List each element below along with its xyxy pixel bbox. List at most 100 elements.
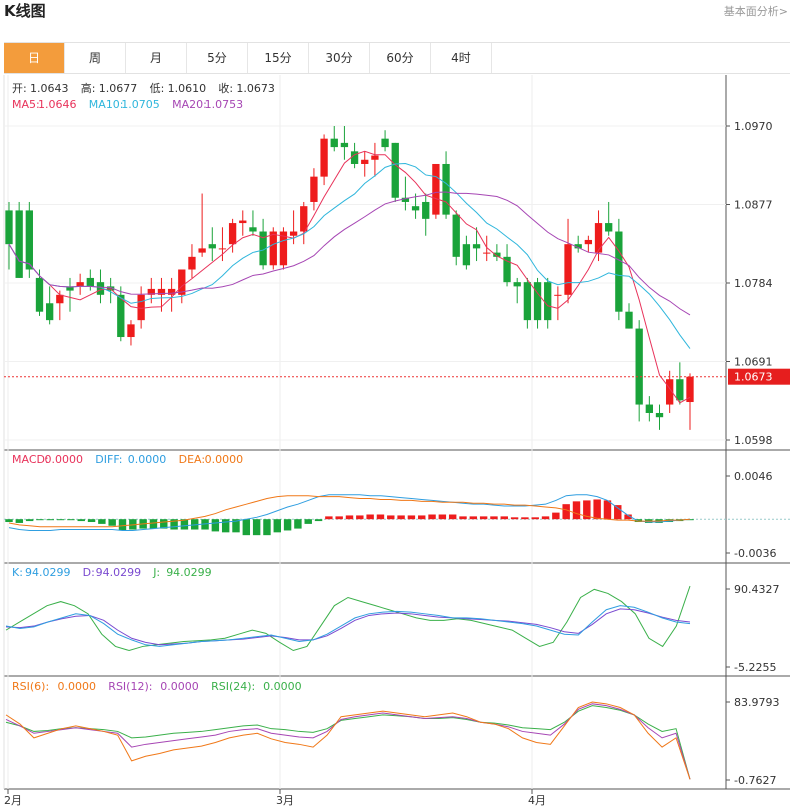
candle-body — [452, 214, 460, 257]
macd-bar — [376, 514, 385, 520]
dea-line — [8, 495, 691, 528]
price-tick-label-1: 1.0877 — [734, 199, 773, 212]
macd-value-1: 0.0000 — [128, 453, 167, 466]
tab-1[interactable]: 周 — [65, 43, 126, 73]
candle-body — [5, 210, 13, 245]
kdj-value-1: 94.0299 — [96, 566, 142, 579]
tab-0[interactable]: 日 — [4, 43, 65, 73]
tab-5[interactable]: 30分 — [309, 43, 370, 73]
macd-tick-label-0: 0.0046 — [734, 470, 773, 483]
tab-2[interactable]: 月 — [126, 43, 187, 73]
candle-body — [554, 294, 562, 296]
candle-body — [117, 294, 125, 338]
candle-body — [350, 151, 359, 164]
candle-body — [605, 223, 613, 232]
macd-label-0: MACD: — [12, 453, 49, 466]
candle-body — [493, 252, 501, 257]
candle-body — [66, 286, 74, 291]
ohlc-value-3: 1.0673 — [236, 82, 275, 95]
candle-body — [544, 282, 552, 321]
macd-bar — [263, 519, 271, 536]
candle-body — [584, 239, 593, 245]
candle-body — [259, 231, 267, 266]
macd-bar — [232, 519, 240, 533]
ma-value-1: 1.0705 — [121, 98, 160, 111]
candle-body — [422, 201, 430, 219]
kdj-value-2: 94.0299 — [166, 566, 212, 579]
candle-body — [533, 282, 542, 321]
candle-body — [330, 138, 338, 148]
macd-bar — [118, 519, 127, 531]
candle-body — [289, 231, 298, 236]
tab-3[interactable]: 5分 — [187, 43, 248, 73]
macd-bar — [407, 515, 416, 520]
ma-label-2: MA20: — [172, 98, 207, 111]
ohlc-label-1: 高: — [81, 81, 96, 95]
macd-bar — [98, 519, 106, 524]
macd-bar — [149, 519, 158, 529]
price-tick-label-2: 1.0784 — [734, 277, 773, 290]
ma10-line — [8, 163, 691, 349]
kdj-k-line — [5, 605, 691, 647]
candle-body — [279, 231, 288, 266]
ma5-line — [8, 150, 691, 404]
macd-bar — [221, 519, 230, 533]
candle-body — [147, 288, 155, 295]
macd-bar — [500, 516, 508, 520]
candle-body — [503, 256, 511, 283]
macd-bar — [77, 519, 85, 522]
macd-bar — [490, 516, 498, 520]
candle-body — [645, 404, 654, 413]
candle-body — [218, 248, 227, 250]
candle-body — [35, 277, 44, 312]
macd-bar — [273, 519, 281, 533]
macd-bar — [387, 515, 395, 520]
rsi-value-0: 0.0000 — [58, 680, 97, 693]
macd-bar — [252, 519, 261, 536]
candle-body — [137, 294, 145, 321]
macd-bar — [67, 519, 75, 521]
candle-body — [188, 256, 196, 270]
ohlc-label-0: 开: — [12, 82, 27, 95]
tab-4[interactable]: 15分 — [248, 43, 309, 73]
macd-bar — [283, 519, 292, 531]
macd-bar — [603, 500, 612, 520]
macd-bar — [614, 505, 622, 520]
macd-tick-label-1: -0.0036 — [734, 547, 776, 560]
rsi-label-2: RSI(24): — [211, 680, 255, 693]
candle-body — [269, 231, 277, 266]
candle-body — [574, 244, 582, 249]
macd-label-2: DEA: — [179, 453, 205, 466]
rsi-tick-label-0: 83.9793 — [734, 696, 780, 709]
kdj-d-line — [5, 608, 691, 646]
rsi24-line — [5, 705, 691, 780]
candle-body — [625, 311, 633, 329]
ma-value-0: 1.0646 — [38, 98, 77, 111]
rsi-value-1: 0.0000 — [160, 680, 199, 693]
ohlc-value-1: 1.0677 — [99, 82, 138, 95]
macd-bar — [335, 516, 343, 520]
tab-6[interactable]: 60分 — [370, 43, 431, 73]
fundamental-analysis-link[interactable]: 基本面分析> — [723, 5, 788, 18]
macd-bar — [572, 501, 581, 520]
macd-bar — [211, 519, 220, 532]
ma20-line — [8, 191, 691, 316]
candle-body — [564, 244, 572, 295]
tab-7[interactable]: 4时 — [431, 43, 492, 73]
candle-body — [523, 282, 532, 321]
candle-body — [472, 244, 481, 249]
candle-body — [86, 277, 94, 287]
macd-bar — [170, 519, 178, 530]
macd-bar — [160, 519, 168, 529]
candle-body — [15, 210, 23, 278]
kdj-tick-label-0: 90.4327 — [734, 583, 780, 596]
kdj-tick-label-1: -5.2255 — [734, 661, 776, 674]
macd-bar — [356, 515, 364, 520]
macd-bar — [397, 515, 405, 520]
candle-body — [45, 303, 54, 321]
ma-label-0: MA5: — [12, 98, 40, 111]
price-tick-label-0: 1.0970 — [734, 120, 773, 133]
x-tick-label-0: 2月 — [4, 794, 22, 807]
ohlc-label-2: 低: — [150, 82, 165, 95]
